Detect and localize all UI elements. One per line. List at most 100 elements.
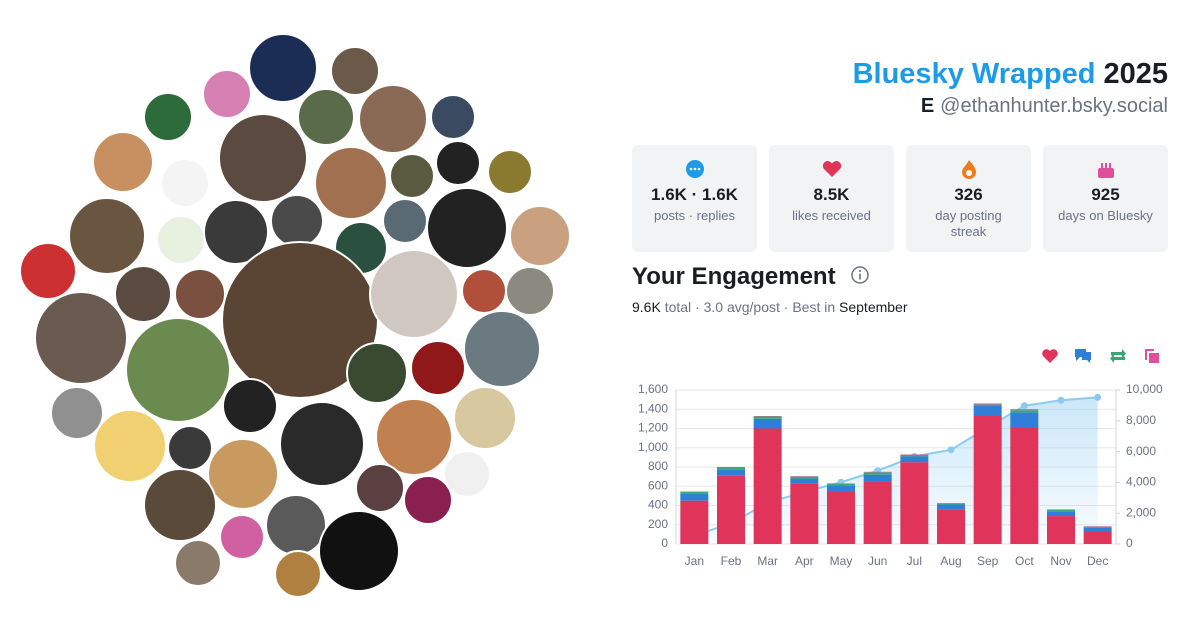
legend-icon[interactable] [1075,349,1091,363]
bar-segment [863,474,892,482]
stat-icon [961,160,976,179]
user-initial: E [920,95,935,117]
bar-segment [937,509,965,544]
y-tick-label: 200 [648,517,668,531]
summary: 9.6K total · 3.0 avg/post · Best in Sept… [632,299,908,315]
bar-segment [827,492,855,544]
info-icon[interactable] [850,265,870,285]
stat-icon [822,161,841,177]
stat-label: likes received [792,208,871,223]
bar-segment [900,462,929,544]
y-tick-label: 1,400 [638,401,668,415]
bar-segment [863,472,892,475]
section-title-text: Your Engagement [632,263,836,290]
bar-segment [1010,409,1039,411]
stat-card: 1.6K · 1.6K posts · replies [632,145,757,252]
x-tick-label: Mar [757,554,778,568]
stat-value: 1.6K · 1.6K [651,185,738,204]
bar-segment [973,404,1002,406]
y-tick-label: 0 [661,536,668,550]
bar-segment [680,492,709,494]
bar-segment [973,415,1002,544]
stat-value: 925 [1091,185,1120,204]
bar-segment [827,485,855,493]
avatar-cloud [19,33,571,598]
line-point [947,446,955,454]
bar-segment [900,454,929,457]
bar-segment [1083,531,1112,544]
x-tick-label: Dec [1087,554,1108,568]
x-tick-label: Jul [907,554,922,568]
stat-icon [685,160,704,178]
bar-segment [753,418,782,429]
line-point [1020,402,1028,410]
stat-label: posts · replies [654,208,735,223]
legend-icon[interactable] [1145,349,1159,363]
y2-tick-label: 0 [1126,536,1133,550]
bar-segment [973,403,1002,405]
bar-segment [1047,511,1075,517]
y-tick-label: 400 [648,498,668,512]
legend-icon[interactable] [1042,349,1058,363]
x-tick-label: Sep [977,554,999,568]
bar-segment [1010,427,1039,544]
x-tick-label: May [830,554,853,568]
stat-card: 8.5K likes received [769,145,894,252]
bar-segment [790,476,819,479]
avatars [19,33,571,598]
bar-segment [680,500,709,544]
stat-icon [1097,163,1114,178]
bar-segment [1047,509,1075,512]
bar-segment [827,483,855,486]
title-year: 2025 [1103,58,1168,90]
legend-icon[interactable] [1110,349,1126,363]
stat-value: 8.5K [813,185,850,204]
y2-tick-label: 8,000 [1126,413,1156,427]
stat-card: 326 day posting streak [906,145,1031,252]
y2-tick-label: 4,000 [1126,475,1156,489]
bar-segment [790,478,819,484]
x-tick-label: Aug [940,554,961,568]
bar-segment [1083,526,1112,528]
stat-label: days on Bluesky [1058,208,1153,223]
bar-segment [937,504,965,510]
bar-segment [863,481,892,544]
bar-segment [1010,410,1039,413]
bar-segment [790,483,819,544]
summary-total: 9.6K [632,299,661,315]
bar-segment [1047,516,1075,544]
y-tick-label: 1,000 [638,440,668,454]
section-title: Your Engagement [632,263,870,291]
user-handle[interactable]: @ethanhunter.bsky.social [940,95,1168,117]
bar-segment [1083,527,1112,532]
bar-segment [717,469,745,476]
bar-segment [717,475,745,544]
y-tick-label: 1,200 [638,421,668,435]
line-point [1094,393,1102,401]
bar-segment [937,503,965,505]
bar-segment [900,456,929,463]
bar-segment [753,416,782,419]
x-tick-label: Apr [795,554,814,568]
y-tick-label: 1,600 [638,382,668,396]
x-tick-label: Jan [685,554,704,568]
bar-segment [680,493,709,501]
title-brand: Bluesky Wrapped [852,58,1096,90]
bar-segment [973,405,1002,416]
stat-card: 925 days on Bluesky [1043,145,1168,252]
user: E @ethanhunter.bsky.social [921,95,1168,118]
line-point [1057,396,1065,404]
title: Bluesky Wrapped 2025 [853,58,1168,91]
y2-tick-label: 2,000 [1126,505,1156,519]
bar-segment [1010,412,1039,428]
x-tick-label: Jun [868,554,887,568]
x-tick-label: Oct [1015,554,1034,568]
summary-best: September [839,299,908,315]
stat-label: day posting streak [935,208,1002,239]
bar-segment [717,467,745,470]
x-tick-label: Nov [1050,554,1071,568]
x-tick-label: Feb [721,554,742,568]
y-tick-label: 800 [648,459,668,473]
